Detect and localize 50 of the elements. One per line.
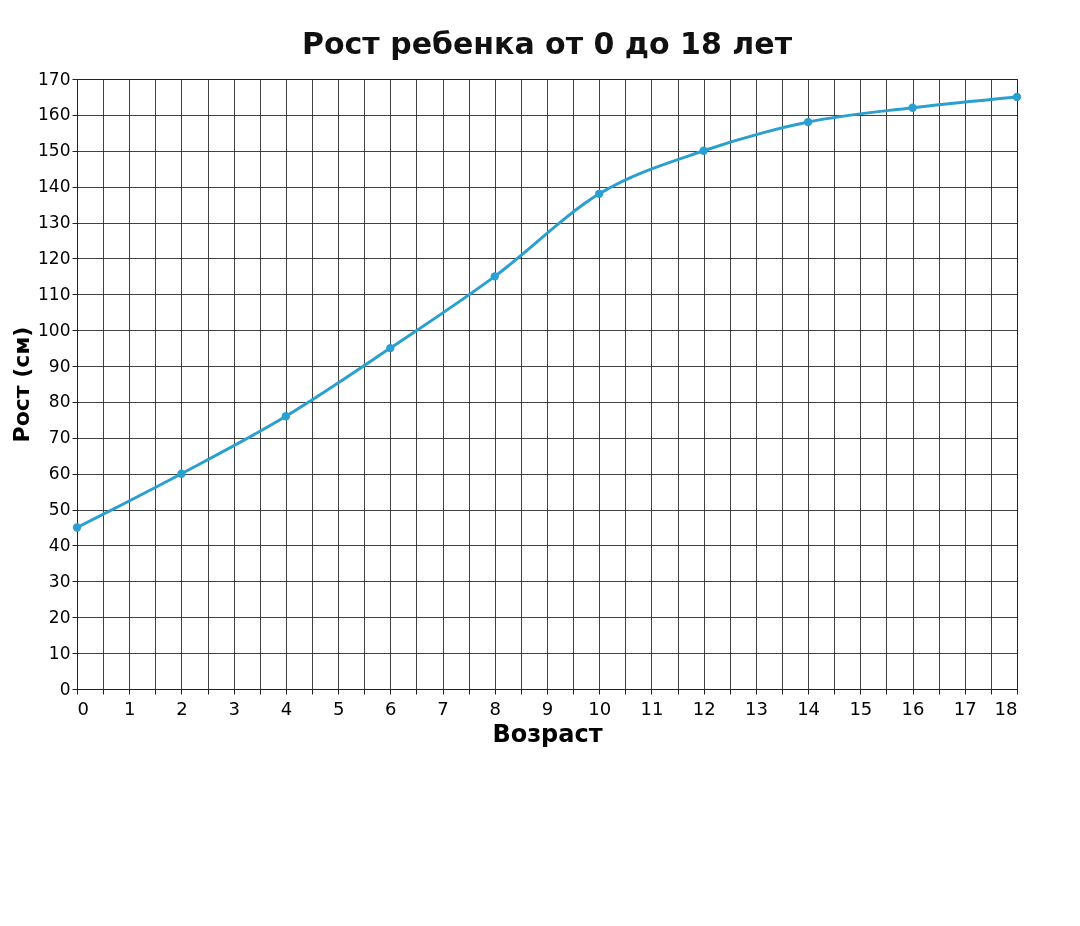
- x-tick-label: 5: [332, 697, 345, 719]
- x-tick-label: 8: [489, 697, 501, 719]
- x-tick-label: 17: [953, 697, 977, 719]
- y-tick-label: 50: [48, 499, 71, 520]
- y-tick-label: 170: [38, 68, 71, 89]
- point: [72, 523, 82, 532]
- x-tick-label: 2: [176, 697, 188, 719]
- y-tick-label: 10: [48, 642, 71, 663]
- x-tick-label: 16: [901, 697, 925, 719]
- y-tick-label: 100: [38, 319, 71, 340]
- y-tick-label: 110: [38, 283, 71, 304]
- x-tick-label: 18: [994, 697, 1018, 719]
- y-tick-label: 60: [48, 463, 71, 484]
- x-tick-label: 13: [744, 697, 768, 719]
- y-tick-label: 150: [38, 140, 71, 161]
- y-tick-label: 90: [48, 355, 71, 376]
- x-tick-label: 1: [124, 697, 136, 719]
- x-tick-label: 10: [588, 697, 612, 719]
- y-tick-label: 140: [38, 176, 71, 197]
- y-tick-label: 30: [48, 570, 71, 591]
- chart-title: Рост ребенка от 0 до 18 лет: [301, 26, 793, 61]
- y-tick-label: 40: [48, 534, 71, 555]
- x-tick-label: 3: [228, 697, 240, 719]
- y-tick-label: 80: [48, 391, 71, 412]
- x-tick-label: 15: [849, 697, 873, 719]
- point: [803, 117, 813, 127]
- y-tick-label: 130: [38, 212, 71, 233]
- y-tick-label: 120: [38, 247, 71, 268]
- x-tick-label: 4: [280, 697, 293, 719]
- y-tick-label: 70: [48, 427, 71, 448]
- x-tick-label: 11: [640, 697, 664, 719]
- point: [177, 469, 186, 478]
- point: [908, 103, 917, 112]
- point: [490, 272, 499, 281]
- point: [281, 412, 291, 421]
- y-tick-label: 0: [59, 678, 71, 699]
- y-tick-label: 160: [38, 104, 71, 125]
- point: [595, 189, 604, 198]
- x-tick-label: 14: [797, 697, 821, 719]
- point: [1012, 92, 1022, 102]
- x-tick-label: 7: [437, 697, 449, 719]
- point: [699, 146, 708, 155]
- x-tick-label: 0: [77, 697, 89, 719]
- x-axis-title: Возраст: [492, 719, 603, 748]
- x-tick-label: 12: [692, 697, 716, 719]
- point: [386, 343, 395, 353]
- x-tick-label: 6: [385, 697, 397, 719]
- y-tick-label: 20: [48, 606, 71, 627]
- x-tick-label: 9: [541, 697, 554, 719]
- y-axis-title: Рост (см): [9, 326, 35, 443]
